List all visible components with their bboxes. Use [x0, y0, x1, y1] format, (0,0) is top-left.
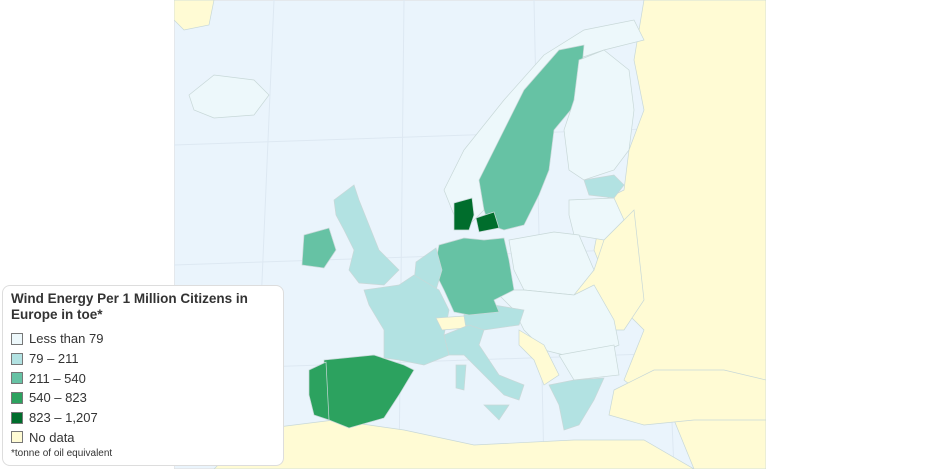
legend-item: 823 – 1,207 [11, 408, 275, 428]
region-balkans [518, 329, 560, 386]
region-iceland [188, 74, 270, 119]
region-bulgaria [558, 344, 620, 381]
region-italy [443, 324, 525, 421]
region-united-kingdom [333, 184, 400, 286]
legend-label: 211 – 540 [29, 370, 86, 386]
legend-label: 823 – 1,207 [29, 410, 98, 426]
legend-title: Wind Energy Per 1 Million Citizens in Eu… [11, 291, 248, 322]
region-denmark [453, 197, 500, 233]
legend-item: 540 – 823 [11, 388, 275, 408]
legend-label: 540 – 823 [29, 390, 87, 406]
legend-label: 79 – 211 [29, 351, 79, 367]
swatch [11, 372, 23, 385]
region-sweden [478, 44, 585, 231]
legend-item: 79 – 211 [11, 349, 275, 369]
region-greece [548, 377, 605, 431]
legend: Wind Energy Per 1 Million Citizens in Eu… [2, 285, 284, 466]
swatch [11, 391, 23, 404]
legend-label: Less than 79 [29, 331, 104, 347]
region-portugal [308, 361, 330, 421]
swatch [11, 431, 23, 444]
legend-item: No data [11, 427, 275, 447]
legend-footnote: *tonne of oil equivalent [11, 448, 113, 460]
region-greenland [174, 0, 215, 31]
region-estonia [583, 174, 625, 199]
region-ireland [301, 227, 337, 269]
swatch [11, 332, 23, 345]
region-central-europe [493, 284, 620, 361]
region-germany [433, 237, 515, 316]
legend-item: 211 – 540 [11, 368, 275, 388]
swatch [11, 352, 23, 365]
swatch [11, 411, 23, 424]
legend-item: Less than 79 [11, 329, 275, 349]
region-poland [508, 231, 595, 296]
region-finland [563, 49, 635, 181]
region-turkey [608, 369, 766, 426]
legend-label: No data [29, 429, 75, 445]
